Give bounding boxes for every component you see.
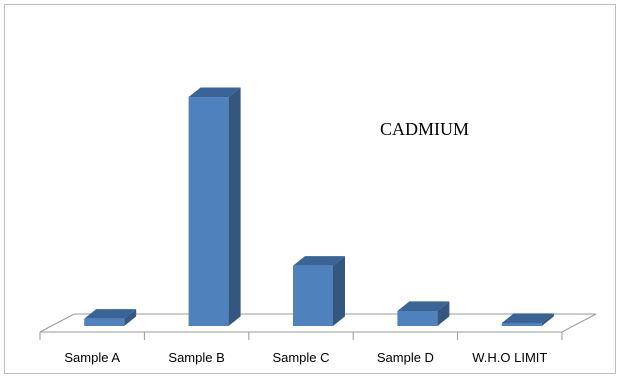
bar-front <box>84 318 125 326</box>
bar <box>501 313 554 326</box>
bar-front <box>397 310 438 326</box>
bar-front <box>293 265 333 326</box>
bar-top <box>397 301 450 311</box>
bar-front <box>188 97 229 326</box>
bar-front <box>501 323 542 326</box>
x-axis <box>39 332 563 340</box>
bar-side <box>333 256 345 326</box>
bar-top <box>501 313 554 323</box>
category-labels: Sample A Sample B Sample C Sample D W.H.O LI… <box>64 350 547 365</box>
bar <box>397 301 450 326</box>
bar <box>293 256 345 326</box>
category-label: Sample D <box>377 350 434 365</box>
chart-title: CADMIUM <box>380 119 469 139</box>
bar-top <box>293 256 345 266</box>
bar-top <box>188 87 241 98</box>
bar <box>188 87 241 326</box>
bar-side <box>124 309 137 326</box>
bar-side <box>228 87 241 326</box>
category-label: Sample B <box>168 350 224 365</box>
bar-side <box>541 313 554 326</box>
bar <box>84 309 137 326</box>
bar-series <box>84 87 554 326</box>
bar-top <box>84 309 137 319</box>
category-label: W.H.O LIMIT <box>472 350 547 365</box>
bar-side <box>437 301 450 326</box>
category-label: Sample C <box>272 350 329 365</box>
category-label: Sample A <box>64 350 120 365</box>
